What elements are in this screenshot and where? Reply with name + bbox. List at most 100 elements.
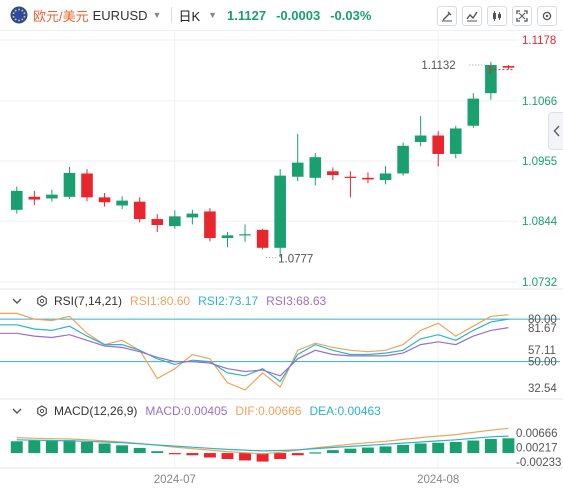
- macd-bar: [10, 441, 23, 454]
- candle-body: [414, 135, 427, 143]
- candle-body: [344, 176, 357, 178]
- rsi-tick-label: 50.00: [528, 357, 557, 369]
- symbol-dropdown-icon[interactable]: ▼: [152, 10, 162, 20]
- macd-bar: [502, 438, 515, 454]
- macd-bar: [484, 439, 497, 454]
- candle-body: [169, 216, 181, 227]
- candle-body: [309, 157, 322, 178]
- macd-bar: [168, 453, 181, 455]
- compare-icon: [493, 11, 501, 21]
- settings-icon: [542, 11, 552, 21]
- rsi-line-rsi2: [0, 318, 509, 383]
- drawing-tool-button[interactable]: [437, 6, 457, 26]
- macd-bar: [256, 453, 269, 462]
- candle-body: [98, 197, 111, 203]
- price-tick-label: 1.0732: [522, 277, 557, 289]
- candle-body: [274, 175, 286, 248]
- macd-bar: [151, 451, 164, 454]
- macd-bar: [116, 445, 129, 454]
- macd-bar: [309, 452, 322, 454]
- rsi-line-rsi3: [0, 327, 509, 377]
- rsi3-value: RSI3:68.63: [266, 294, 327, 308]
- symbol-header: 欧元/美元 EURUSD ▼ 日K ▼ 1.1127 -0.0003 -0.03…: [0, 0, 563, 31]
- fullscreen-icon: [516, 10, 528, 22]
- macd-tick-label: 0.00217: [516, 443, 558, 455]
- candle-body: [449, 128, 462, 154]
- candle-body: [256, 229, 269, 248]
- macd-bar: [203, 453, 216, 458]
- macd-bar: [344, 448, 357, 454]
- candle-body: [10, 190, 23, 210]
- rsi-tick-label: 81.67: [528, 323, 557, 335]
- collapse-icon[interactable]: [11, 295, 23, 307]
- fullscreen-button[interactable]: [512, 6, 532, 26]
- date-tick-label: 2024-08: [417, 474, 459, 486]
- high-annotation: 1.1132: [421, 60, 455, 72]
- price-tick-label: 1.1066: [522, 96, 557, 108]
- macd-bar: [467, 440, 480, 454]
- macd-bar: [63, 440, 76, 454]
- indicator-icon: [466, 11, 478, 22]
- rsi2-value: RSI2:73.17: [198, 294, 259, 308]
- candle-body: [63, 172, 76, 197]
- macd-bar: [133, 447, 146, 454]
- symbol-code[interactable]: EURUSD: [92, 7, 148, 23]
- settings-button[interactable]: [537, 6, 557, 26]
- rsi-tick-label: 57.11: [528, 345, 556, 357]
- period-selector[interactable]: 日K: [178, 8, 201, 24]
- indicator-button[interactable]: [462, 6, 482, 26]
- rsi-tick-label: 32.54: [528, 383, 557, 395]
- settings-icon[interactable]: [36, 295, 48, 307]
- collapse-icon[interactable]: [11, 405, 23, 417]
- macd-bar: [28, 440, 41, 454]
- side-panel-toggle[interactable]: [548, 112, 563, 150]
- eu-flag-icon: [10, 6, 28, 24]
- candle-body: [379, 173, 392, 180]
- candle-body: [362, 177, 374, 180]
- macd-bar: [239, 453, 252, 461]
- candle-body: [151, 219, 164, 226]
- chevron-left-icon: [552, 125, 560, 137]
- macd-bar: [326, 450, 339, 454]
- candle-body: [46, 194, 58, 199]
- rsi-line-rsi1: [0, 312, 509, 391]
- candle-body: [221, 235, 234, 239]
- low-annotation: 1.0777: [278, 254, 313, 266]
- candle-body: [186, 213, 199, 218]
- divider: [171, 7, 173, 23]
- dif-value: DIF:0.00666: [235, 404, 302, 418]
- candle-body: [116, 200, 128, 206]
- macd-bar: [274, 453, 287, 459]
- price-tick-label: 1.0844: [522, 216, 558, 228]
- last-price: 1.1127: [227, 7, 267, 23]
- price-change-percent: -0.03%: [330, 7, 372, 23]
- macd-bar: [81, 442, 93, 454]
- price-tick-label: 1.1178: [522, 35, 556, 47]
- date-tick-label: 2024-07: [154, 474, 196, 486]
- candle-body: [327, 171, 339, 176]
- macd-tick-label: -0.00233: [516, 457, 561, 469]
- price-tick-label: 1.0955: [522, 156, 557, 168]
- price-change: -0.0003: [276, 7, 321, 23]
- compare-button[interactable]: [487, 6, 507, 26]
- macd-panel-header: MACD(12,26,9) MACD:0.00405 DIF:0.00666 D…: [0, 402, 389, 420]
- candle-body: [204, 211, 216, 239]
- candle-body: [502, 66, 515, 68]
- dea-line: [16, 435, 509, 452]
- candle-body: [81, 173, 93, 198]
- period-dropdown-icon[interactable]: ▼: [208, 10, 218, 20]
- macd-bar: [98, 443, 111, 454]
- candle-body: [133, 201, 146, 220]
- rsi-title: RSI(7,14,21): [54, 294, 123, 308]
- symbol-name[interactable]: 欧元/美元: [33, 8, 89, 24]
- candle-body: [467, 98, 480, 126]
- macd-bar: [379, 446, 392, 454]
- candle-body: [432, 135, 444, 154]
- dif-line: [16, 427, 509, 455]
- macd-title: MACD(12,26,9): [54, 404, 138, 418]
- candle-body: [28, 196, 41, 200]
- macd-bar: [432, 442, 445, 454]
- settings-icon[interactable]: [36, 405, 48, 417]
- rsi-panel-header: RSI(7,14,21) RSI1:80.60 RSI2:73.17 RSI3:…: [0, 292, 334, 310]
